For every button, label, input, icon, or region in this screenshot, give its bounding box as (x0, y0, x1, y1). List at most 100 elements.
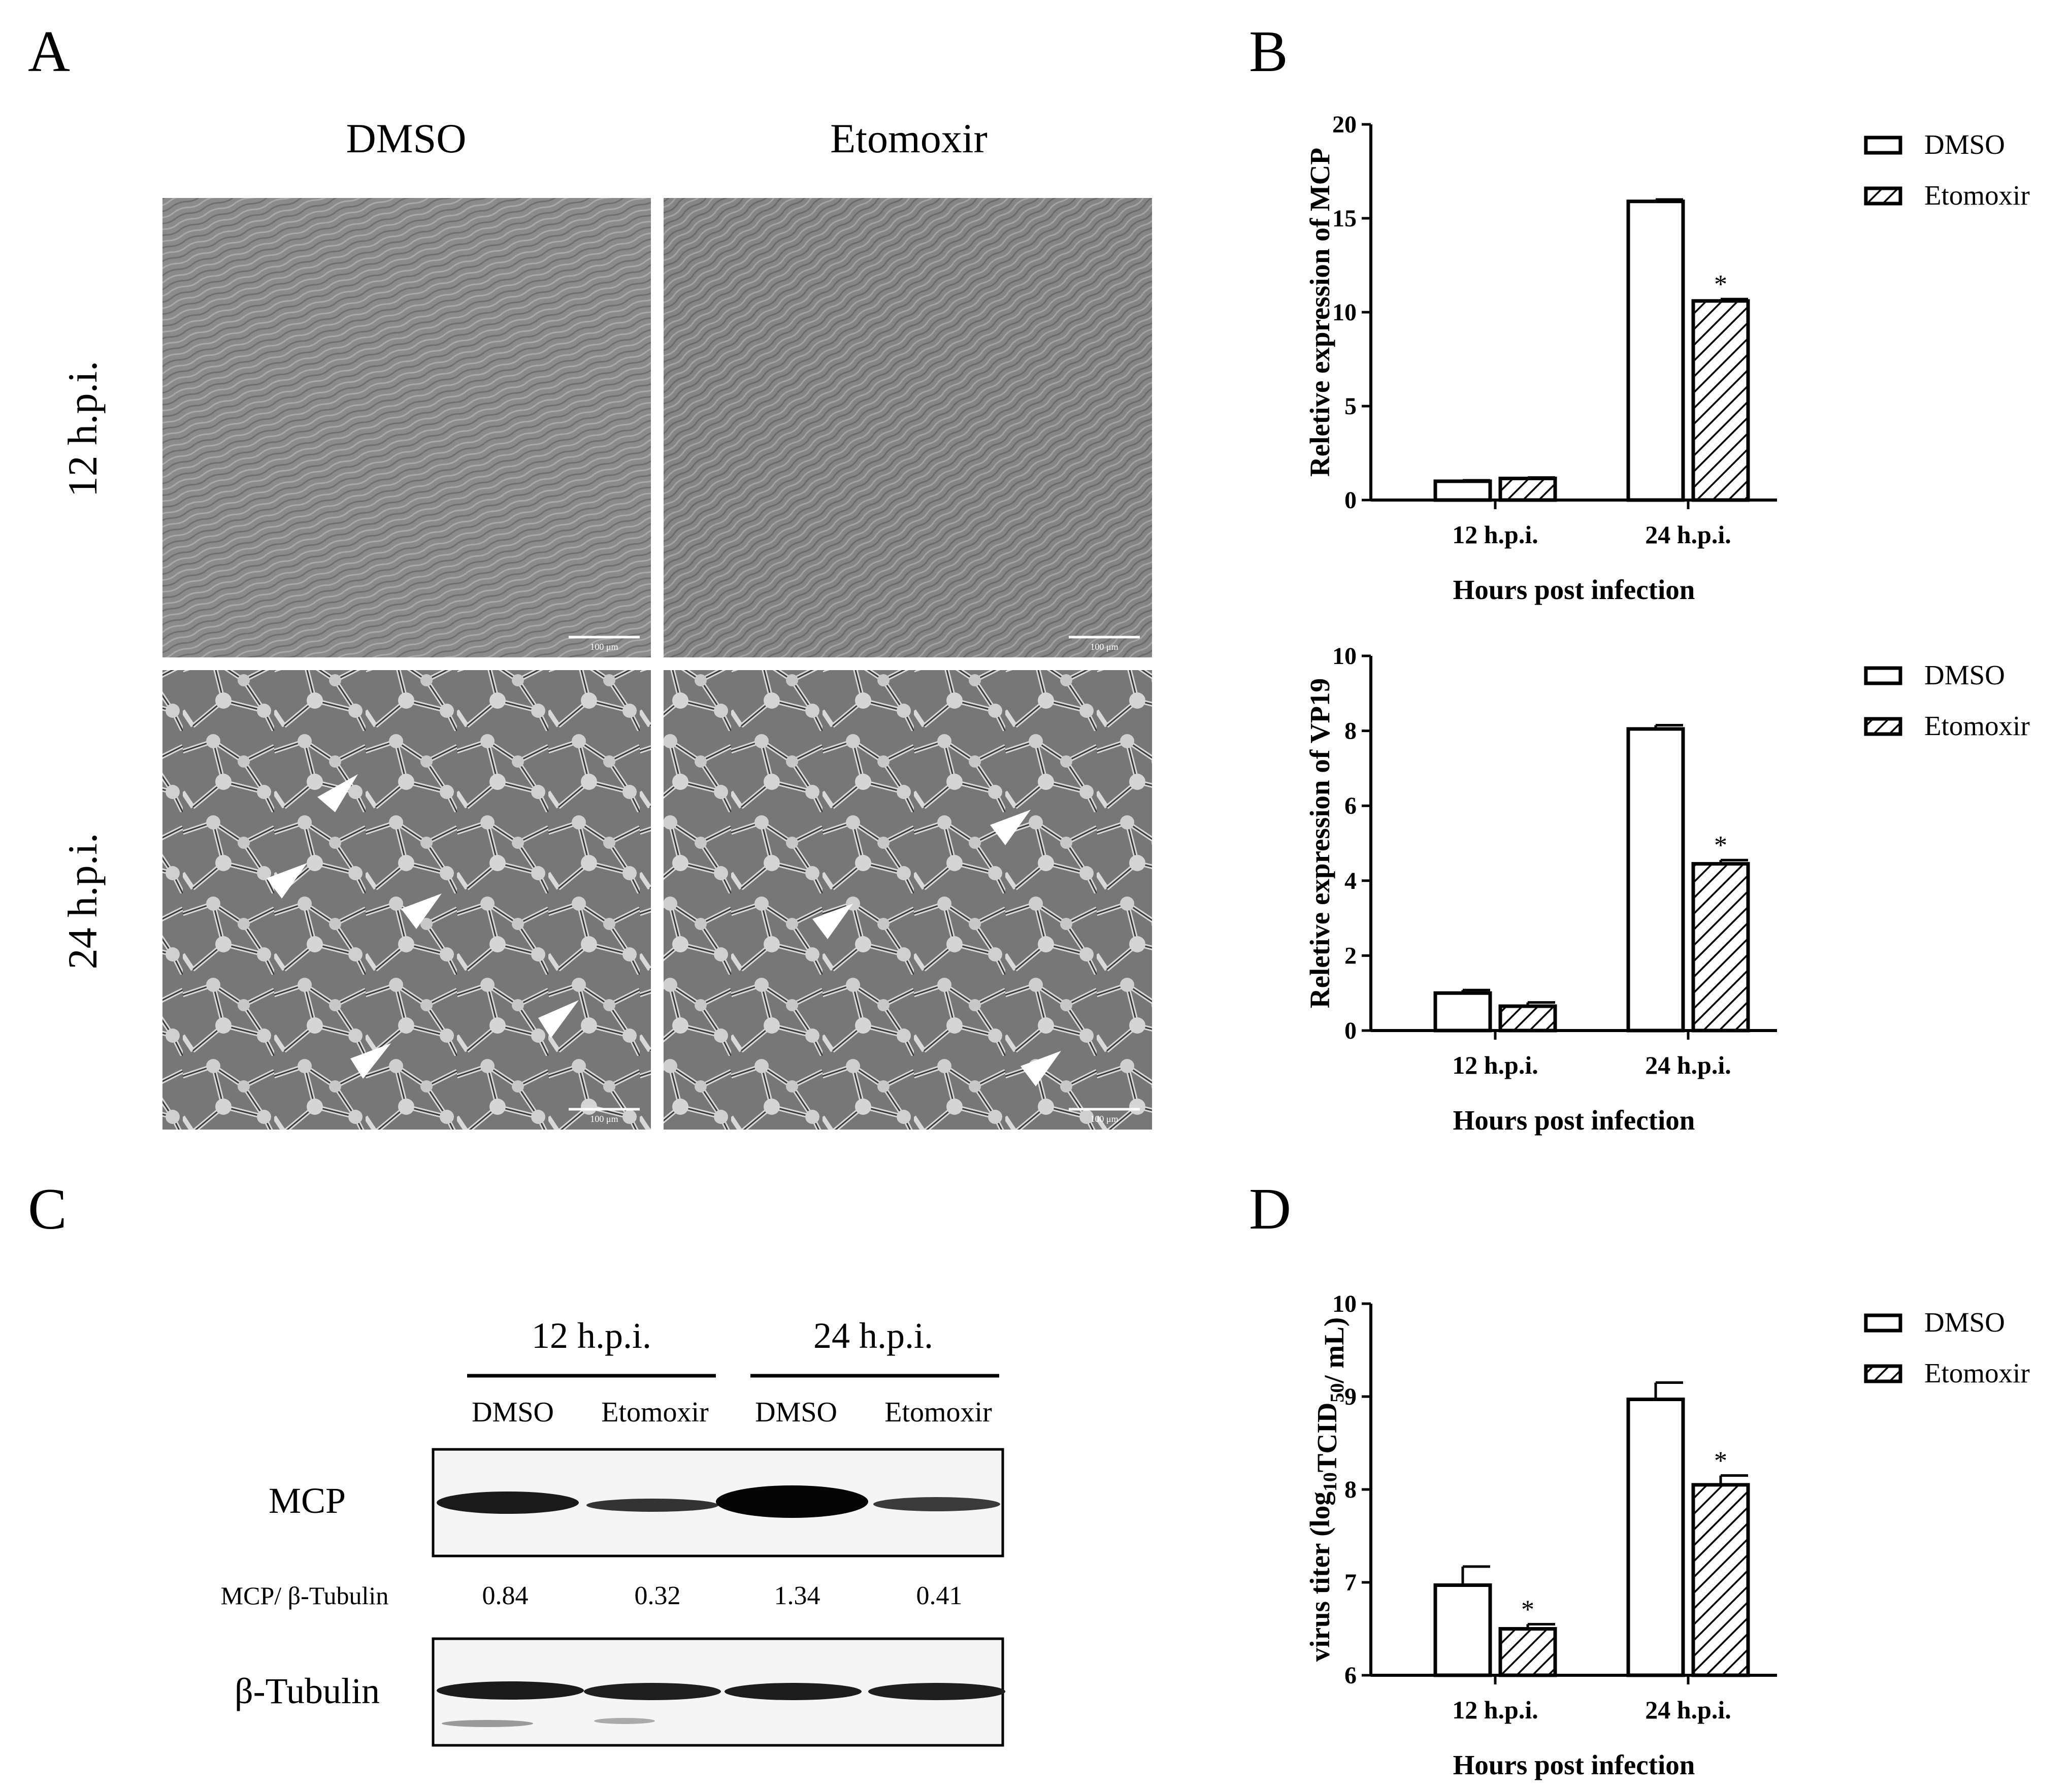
row-label-24h: 24 h.p.i. (59, 833, 106, 970)
y-axis-label-part: 50 (1327, 1383, 1348, 1403)
blot-header-12h: 12 h.p.i. (532, 1315, 651, 1356)
row-label-12h: 12 h.p.i. (59, 361, 106, 498)
x-axis-label: Hours post infection (1453, 574, 1695, 605)
y-axis-label: Reletive expression of VP19 (1304, 678, 1335, 1008)
column-label-dmso: DMSO (346, 115, 467, 161)
y-tick-label: 6 (1344, 792, 1357, 819)
column-label-etomoxir: Etomoxir (830, 115, 988, 161)
legend-swatch-dmso (1864, 666, 1902, 685)
panel-letter-b: B (1249, 19, 1288, 84)
bar-dmso (1626, 200, 1685, 502)
blot-image-tubulin (432, 1637, 1005, 1747)
bar-etomoxir (1498, 476, 1557, 502)
significance-marker: * (1521, 1595, 1534, 1624)
micrograph-etomoxir-12h: 100 μm (664, 198, 1152, 657)
blot-label-mcp: MCP (269, 1480, 346, 1521)
y-axis-label-part: 10 (1320, 1472, 1341, 1491)
y-tick-label: 5 (1344, 393, 1357, 420)
y-tick-label: 6 (1344, 1662, 1357, 1689)
x-tick-label: 12 h.p.i. (1452, 1696, 1538, 1724)
ratio-value: 0.32 (635, 1581, 681, 1610)
x-tick-label: 12 h.p.i. (1452, 520, 1538, 549)
blot-header-24h: 24 h.p.i. (813, 1315, 933, 1356)
y-axis-label: Reletive expression of MCP (1304, 148, 1335, 477)
ratio-value: 0.84 (482, 1581, 529, 1610)
scale-bar-label: 100 μm (590, 1114, 618, 1124)
lane-label: Etomoxir (601, 1397, 709, 1428)
chart-b-vp19: 0 2 4 6 8 10 12 h.p.i. 24 h.p.i. * Hours post inf… (1304, 643, 2030, 1136)
bar-etomoxir (1691, 862, 1750, 1033)
white-arrowhead-icon (812, 904, 853, 939)
y-axis-label-part: virus titer (log (1304, 1491, 1335, 1662)
legend-swatch-dmso (1864, 136, 1902, 155)
bar-dmso (1626, 1397, 1685, 1677)
legend-label: DMSO (1924, 129, 2005, 160)
scale-bar-label: 100 μm (590, 642, 618, 652)
significance-marker: * (1714, 1447, 1727, 1476)
y-tick-label: 10 (1332, 1290, 1357, 1317)
y-tick-label: 15 (1332, 205, 1357, 232)
legend-label: Etomoxir (1924, 710, 2030, 741)
y-tick-label: 7 (1344, 1569, 1357, 1596)
lane-label: Etomoxir (884, 1397, 992, 1428)
y-tick-label: 10 (1332, 643, 1357, 670)
y-tick-label: 2 (1344, 942, 1357, 969)
y-axis-label-part: TCID (1311, 1403, 1342, 1473)
legend-swatch-etomoxir (1864, 717, 1902, 736)
x-tick-label: 12 h.p.i. (1452, 1051, 1538, 1079)
y-tick-label: 20 (1332, 111, 1357, 138)
lane-label: DMSO (472, 1397, 554, 1428)
legend-label: DMSO (1924, 1307, 2005, 1338)
significance-marker: * (1714, 831, 1727, 860)
bar-etomoxir (1498, 1004, 1557, 1033)
x-axis-label: Hours post infection (1453, 1105, 1695, 1136)
micrograph-dmso-12h: 100 μm (162, 198, 651, 657)
bar-etomoxir (1691, 1483, 1750, 1677)
ratio-value: 0.41 (916, 1581, 963, 1610)
legend-swatch-etomoxir (1864, 1364, 1902, 1383)
lane-label: DMSO (755, 1397, 837, 1428)
ratio-label: MCP/ β-Tubulin (221, 1581, 389, 1610)
scale-bar-label: 100 μm (1090, 642, 1118, 652)
x-tick-label: 24 h.p.i. (1645, 520, 1731, 549)
bar-dmso (1433, 991, 1492, 1033)
ratio-value: 1.34 (774, 1581, 820, 1610)
bar-etomoxir (1498, 1627, 1557, 1677)
white-arrowhead-icon (317, 774, 358, 812)
legend-swatch-dmso (1864, 1313, 1902, 1333)
y-tick-label: 8 (1344, 718, 1357, 745)
micrograph-dmso-24h: 100 μm (162, 670, 651, 1130)
legend-label: DMSO (1924, 659, 2005, 690)
legend-swatch-etomoxir (1864, 186, 1902, 206)
white-arrowhead-icon (1021, 1051, 1061, 1086)
y-tick-label: 0 (1344, 1017, 1357, 1044)
chart-b-mcp: 0 5 10 15 20 12 h.p.i. 24 h.p.i. * Hours post in… (1304, 111, 2030, 605)
blot-label-tubulin: β-Tubulin (235, 1671, 380, 1711)
charts-layer: 0 5 10 15 20 12 h.p.i. 24 h.p.i. * Hours post in… (1304, 111, 2030, 1780)
white-arrowhead-icon (401, 893, 442, 929)
chart-d: 6 7 8 9 10 12 h.p.i. * 24 h.p.i. * Hours post inf… (1304, 1290, 2030, 1780)
panel-letter-d: D (1249, 1177, 1291, 1241)
y-axis-label: virus titer (log10TCID50/ mL) (1304, 1317, 1350, 1662)
blot-image-mcp (432, 1448, 1004, 1557)
y-tick-label: 10 (1332, 299, 1357, 326)
white-arrowhead-icon (538, 1000, 579, 1038)
panel-letter-a: A (28, 19, 70, 84)
bar-etomoxir (1691, 299, 1750, 502)
x-tick-label: 24 h.p.i. (1645, 1051, 1731, 1079)
white-arrowhead-icon (267, 863, 307, 899)
y-tick-label: 9 (1344, 1383, 1357, 1410)
panel-letter-c: C (28, 1177, 67, 1241)
x-tick-label: 24 h.p.i. (1645, 1696, 1731, 1724)
panel-c: 12 h.p.i. 24 h.p.i. DMSO Etomoxir DMSO E… (221, 1315, 1005, 1747)
y-tick-label: 8 (1344, 1476, 1357, 1503)
micrograph-etomoxir-24h: 100 μm (664, 670, 1152, 1130)
bar-dmso (1433, 1583, 1492, 1677)
y-axis-label-part: / mL) (1319, 1317, 1350, 1384)
y-tick-label: 4 (1344, 868, 1357, 894)
significance-marker: * (1714, 270, 1727, 299)
legend-label: Etomoxir (1924, 1357, 2030, 1388)
bar-dmso (1626, 727, 1685, 1033)
